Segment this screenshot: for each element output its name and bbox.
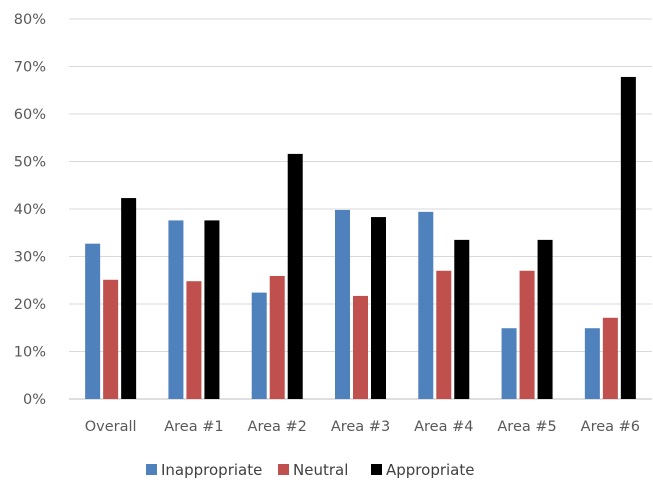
bar-neutral-5 — [519, 270, 535, 399]
bar-neutral-1 — [186, 281, 202, 399]
bar-neutral-4 — [436, 270, 452, 399]
bar-appropriate-4 — [454, 239, 470, 399]
y-tick-label: 70% — [14, 60, 46, 76]
bar-neutral-2 — [269, 275, 285, 399]
bar-inappropriate-5 — [501, 328, 517, 399]
bar-inappropriate-6 — [584, 328, 600, 399]
y-tick-label: 0% — [23, 392, 46, 408]
y-tick-label: 10% — [14, 345, 46, 361]
bar-neutral-6 — [602, 317, 618, 399]
x-tick-label: Overall — [85, 419, 137, 435]
bar-neutral-3 — [353, 295, 368, 399]
x-axis-tick-labels: Overall Area #1 Area #2 Area #3 Area #4 Area … — [85, 419, 640, 435]
legend-swatch-appropriate — [371, 464, 382, 475]
x-tick-label: Area #3 — [331, 419, 390, 435]
y-tick-label: 40% — [14, 202, 46, 218]
y-tick-label: 60% — [14, 107, 46, 123]
y-tick-label: 20% — [14, 297, 46, 313]
bar-inappropriate-3 — [335, 209, 350, 399]
bar-inappropriate-2 — [251, 292, 267, 399]
x-tick-label: Area #4 — [414, 419, 473, 435]
bar-appropriate-0 — [121, 198, 137, 399]
bar-appropriate-5 — [537, 239, 553, 399]
legend-label-neutral: Neutral — [293, 461, 348, 479]
bar-inappropriate-0 — [85, 243, 101, 399]
bar-inappropriate-1 — [168, 220, 184, 399]
bar-appropriate-2 — [287, 153, 303, 399]
gridlines — [69, 18, 652, 400]
legend: Inappropriate Neutral Appropriate — [146, 461, 474, 479]
legend-label-appropriate: Appropriate — [386, 461, 474, 479]
y-tick-label: 80% — [14, 12, 46, 28]
legend-swatch-neutral — [278, 464, 289, 475]
y-tick-label: 30% — [14, 250, 46, 266]
bar-appropriate-1 — [204, 220, 220, 399]
bar-neutral-0 — [103, 279, 119, 399]
x-tick-label: Area #5 — [497, 419, 556, 435]
legend-swatch-inappropriate — [146, 464, 157, 475]
y-tick-label: 50% — [14, 155, 46, 171]
x-tick-label: Area #2 — [248, 419, 307, 435]
bars — [85, 76, 636, 399]
y-axis-tick-labels: 0% 10% 20% 30% 40% 50% 60% 70% 80% — [14, 12, 46, 408]
bar-inappropriate-4 — [418, 211, 434, 399]
legend-label-inappropriate: Inappropriate — [161, 461, 262, 479]
x-tick-label: Area #6 — [581, 419, 640, 435]
bar-appropriate-3 — [371, 217, 386, 399]
bar-appropriate-6 — [620, 76, 636, 399]
x-tick-label: Area #1 — [164, 419, 223, 435]
